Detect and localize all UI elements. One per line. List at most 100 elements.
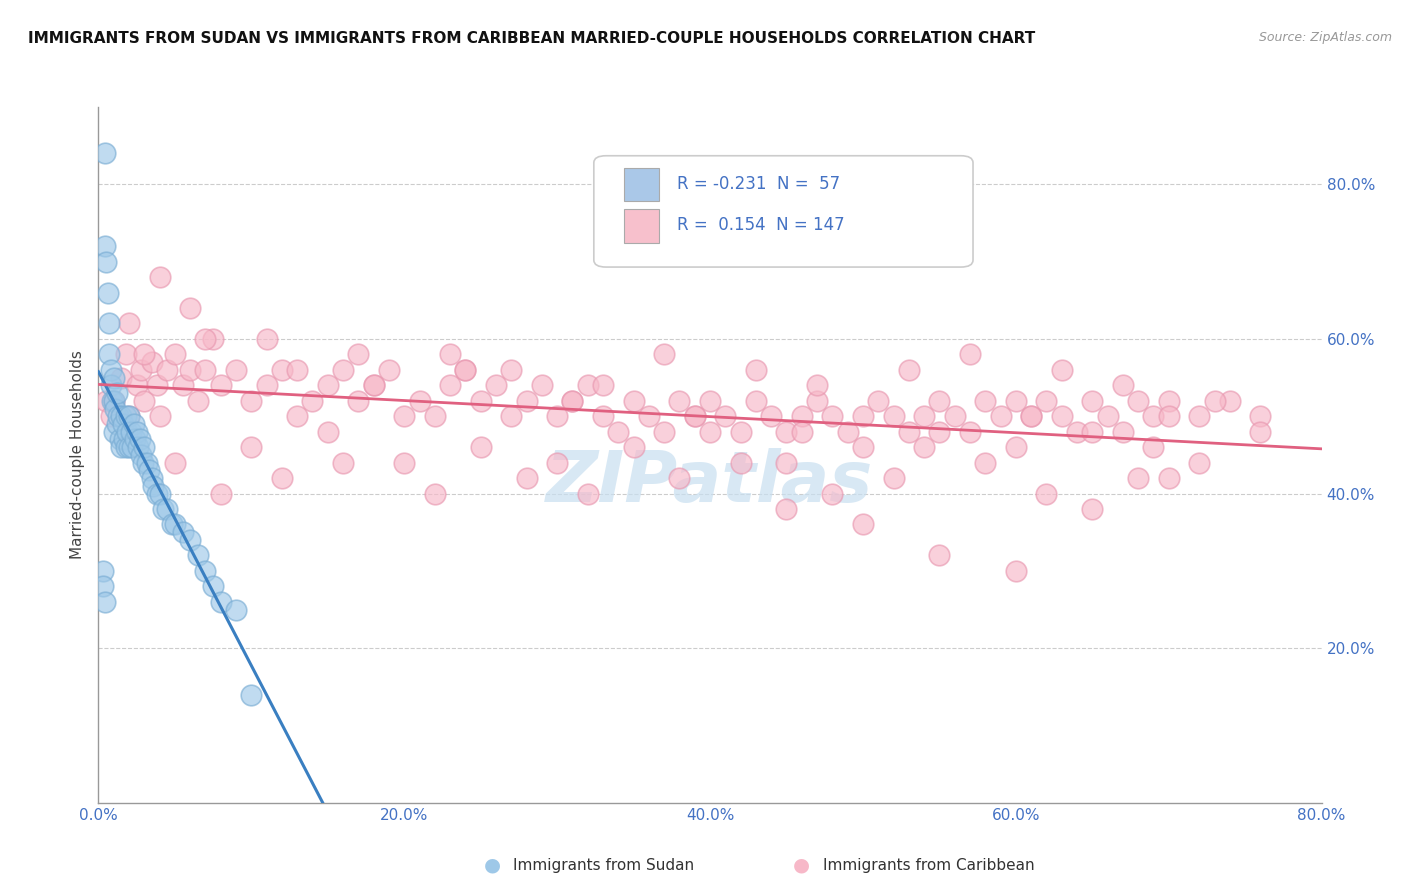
Point [301,393,323,408]
Point [156,363,179,377]
Point [501,409,523,424]
Point [285,363,308,377]
Point [103,425,125,439]
Point [1219,393,1241,408]
Point [128,433,150,447]
Point [852,517,875,532]
FancyBboxPatch shape [593,156,973,267]
Point [1019,409,1042,424]
Point [187,393,209,408]
Point [134,440,156,454]
Point [1081,425,1104,439]
Point [363,378,385,392]
Point [187,549,209,563]
Point [118,409,141,424]
Point [470,393,492,408]
Point [576,486,599,500]
Point [1004,440,1026,454]
Point [821,409,844,424]
Point [546,456,568,470]
Point [392,409,416,424]
Point [1035,393,1057,408]
Point [118,440,141,454]
Point [1112,425,1135,439]
Point [132,456,155,470]
Point [103,370,125,384]
Point [637,409,661,424]
Point [93,146,115,161]
Point [156,502,179,516]
Point [668,393,690,408]
Point [1128,393,1150,408]
Point [240,393,263,408]
Point [1142,409,1164,424]
Point [202,332,225,346]
Point [285,409,308,424]
Point [129,448,152,462]
Point [852,440,875,454]
Point [1081,502,1104,516]
Point [94,393,117,408]
Point [790,409,813,424]
Point [561,393,583,408]
Point [209,486,232,500]
Point [943,409,966,424]
Point [1188,456,1211,470]
Point [125,378,148,392]
Point [179,363,201,377]
Point [209,595,232,609]
Point [112,433,135,447]
Point [959,425,981,439]
Point [1157,393,1180,408]
Point [179,533,201,547]
Point [134,393,156,408]
Point [790,425,813,439]
Point [347,347,370,361]
Point [806,378,828,392]
Point [683,409,706,424]
Point [121,440,143,454]
Point [93,595,115,609]
FancyBboxPatch shape [624,210,658,243]
Point [98,317,121,331]
Point [100,378,122,392]
Point [775,502,797,516]
Point [928,393,950,408]
Point [439,347,461,361]
Point [821,486,844,500]
Point [163,517,186,532]
Point [160,517,183,532]
Point [163,347,186,361]
Point [194,363,217,377]
Point [93,239,115,253]
Point [100,409,122,424]
Point [607,425,630,439]
Point [94,254,117,268]
Point [1249,425,1271,439]
Point [714,409,737,424]
Point [1188,409,1211,424]
Point [516,471,538,485]
Point [561,393,583,408]
Text: Immigrants from Caribbean: Immigrants from Caribbean [823,858,1035,872]
Point [897,363,920,377]
Point [110,370,132,384]
Point [974,456,997,470]
Point [110,440,132,454]
Point [1081,393,1104,408]
Point [141,355,163,369]
Point [745,393,768,408]
Point [172,378,194,392]
Point [668,471,690,485]
Point [928,549,950,563]
Point [115,347,138,361]
Point [152,502,174,516]
Point [868,393,890,408]
Point [883,409,905,424]
Point [108,433,131,447]
Text: ●: ● [793,855,810,875]
Point [120,425,142,439]
Text: IMMIGRANTS FROM SUDAN VS IMMIGRANTS FROM CARIBBEAN MARRIED-COUPLE HOUSEHOLDS COR: IMMIGRANTS FROM SUDAN VS IMMIGRANTS FROM… [28,31,1035,46]
Point [516,393,538,408]
Point [129,363,152,377]
